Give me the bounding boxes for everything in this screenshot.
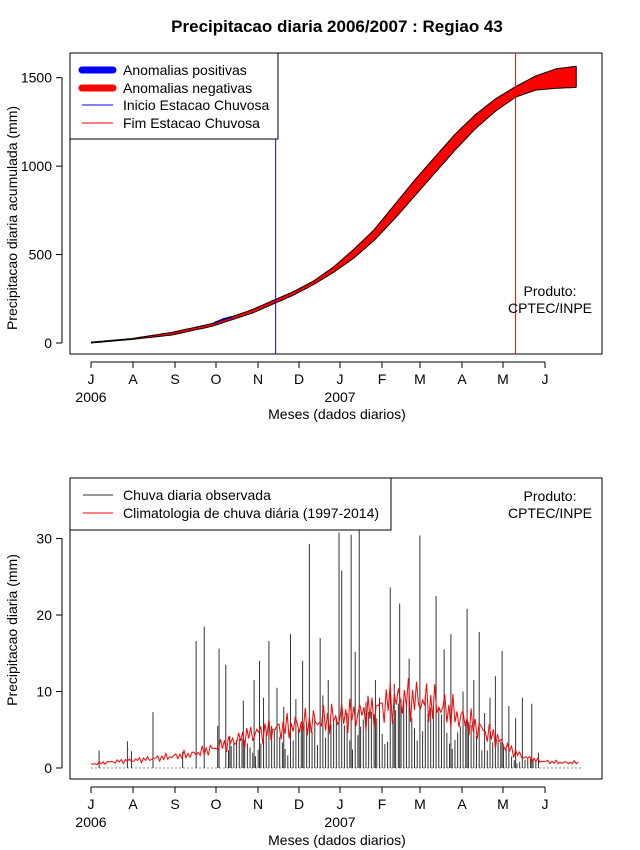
bottom-x-tick-label: O xyxy=(211,796,222,812)
bottom-legend-box xyxy=(69,477,392,531)
bottom-y-axis-label: Precipitacao diaria (mm) xyxy=(4,554,20,706)
bottom-y-tick-label: 20 xyxy=(36,607,52,623)
panel-top-cumulative: J A S O N D J F M A M J 2006 2007 0 500 1000 1500 Meses (… xyxy=(4,52,603,422)
top-x-axis-label: Meses (dados diarios) xyxy=(268,406,406,422)
bottom-x-year-label: 2007 xyxy=(324,814,355,830)
climatology-cumulative-line xyxy=(90,86,577,344)
bottom-credit-line1: Produto: xyxy=(524,488,577,504)
top-x-tick-label: A xyxy=(128,371,138,387)
top-x-tick-label: J xyxy=(542,371,549,387)
bottom-x-year-label: 2006 xyxy=(75,814,106,830)
top-credit-line2: CPTEC/INPE xyxy=(508,300,592,316)
top-x-tick-label: J xyxy=(337,371,344,387)
top-x-tick-label: M xyxy=(414,371,426,387)
top-y-tick-label: 0 xyxy=(44,335,52,351)
top-x-tick-label: O xyxy=(211,371,222,387)
bottom-axes: J A S O N D J F M A M J 2006 2007 0 10 20 30 xyxy=(36,531,548,830)
chart-title: Precipitacao diaria 2006/2007 : Regiao 4… xyxy=(171,17,503,36)
bottom-plot-layer: J A S O N D J F M A M J 2006 2007 0 10 20 30 xyxy=(36,490,583,830)
bottom-x-tick-label: J xyxy=(88,796,95,812)
top-x-year-label: 2007 xyxy=(324,389,355,405)
observed-cumulative-line xyxy=(90,65,577,343)
top-x-tick-label: A xyxy=(457,371,467,387)
bottom-x-tick-label: J xyxy=(542,796,549,812)
bottom-x-tick-label: D xyxy=(294,796,304,812)
top-plot-layer: J A S O N D J F M A M J 2006 2007 0 500 1000 1500 xyxy=(21,53,577,405)
bottom-x-tick-label: A xyxy=(457,796,467,812)
legend-negative-label: Anomalias negativas xyxy=(123,80,252,96)
bottom-y-tick-label: 10 xyxy=(36,684,52,700)
legend-onset-label: Inicio Estacao Chuvosa xyxy=(123,97,270,113)
top-y-axis-label: Precipitacao diaria acumulada (mm) xyxy=(4,106,20,330)
legend-end-label: Fim Estacao Chuvosa xyxy=(123,115,260,131)
top-x-tick-label: J xyxy=(88,371,95,387)
bottom-credit-line2: CPTEC/INPE xyxy=(508,505,592,521)
top-credit-line1: Produto: xyxy=(524,283,577,299)
top-y-tick-label: 500 xyxy=(29,247,53,263)
bottom-x-axis-label: Meses (dados diarios) xyxy=(268,832,406,848)
bottom-y-tick-label: 30 xyxy=(36,531,52,547)
bottom-x-tick-label: J xyxy=(337,796,344,812)
top-x-tick-label: M xyxy=(497,371,509,387)
bottom-x-tick-label: A xyxy=(128,796,138,812)
top-y-tick-label: 1000 xyxy=(21,158,52,174)
panel-bottom-daily: J A S O N D J F M A M J 2006 2007 0 10 20 30 Meses (dados… xyxy=(4,477,603,848)
bottom-legend: Chuva diaria observada Climatologia de c… xyxy=(69,477,392,531)
top-plot-frame xyxy=(69,52,603,355)
bottom-y-tick-label: 0 xyxy=(44,760,52,776)
top-x-tick-label: D xyxy=(294,371,304,387)
bottom-x-tick-label: F xyxy=(378,796,387,812)
top-x-year-label: 2006 xyxy=(75,389,106,405)
bottom-x-tick-label: S xyxy=(170,796,179,812)
legend-daily-rain-label: Chuva diaria observada xyxy=(123,487,271,503)
top-y-tick-label: 1500 xyxy=(21,70,52,86)
bottom-x-tick-label: N xyxy=(253,796,263,812)
top-x-tick-label: F xyxy=(378,371,387,387)
top-axes: J A S O N D J F M A M J 2006 2007 0 500 1000 1500 xyxy=(21,70,549,405)
top-x-tick-label: S xyxy=(170,371,179,387)
anomaly-band xyxy=(91,66,577,343)
legend-daily-clim-label: Climatologia de chuva diária (1997-2014) xyxy=(123,505,379,521)
legend-positive-label: Anomalias positivas xyxy=(123,62,247,78)
bottom-x-tick-label: M xyxy=(414,796,426,812)
daily-climatology-line xyxy=(90,677,579,766)
top-legend: Anomalias positivas Anomalias negativas … xyxy=(69,52,279,140)
top-x-tick-label: N xyxy=(253,371,263,387)
bottom-x-tick-label: M xyxy=(497,796,509,812)
